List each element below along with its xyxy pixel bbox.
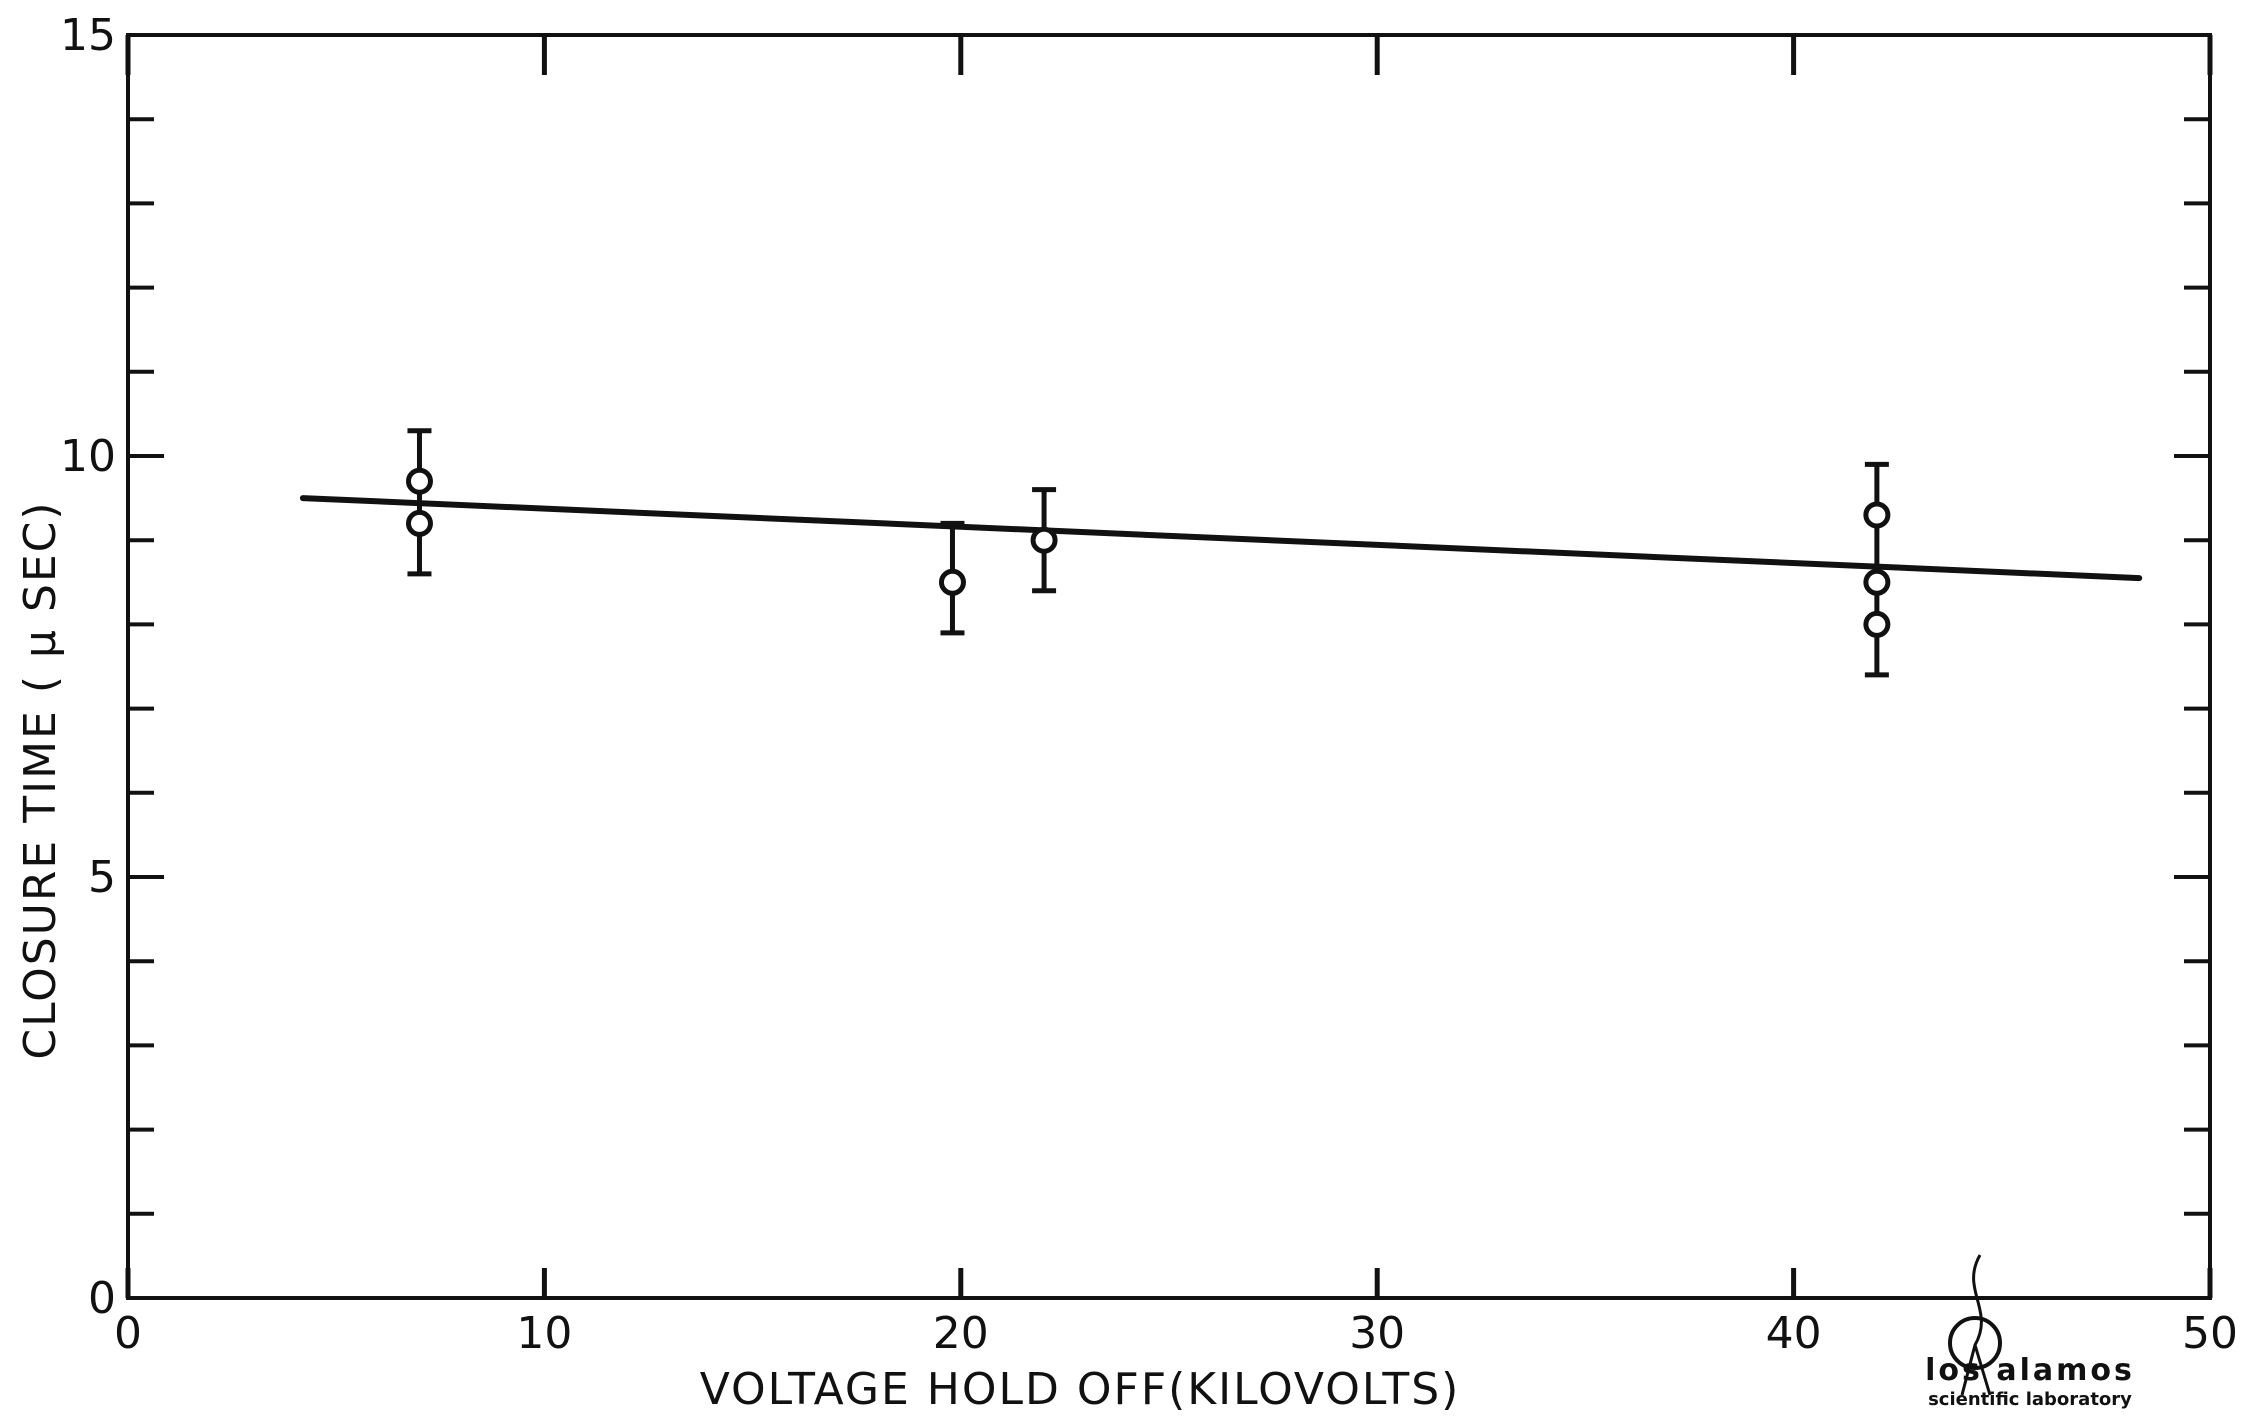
fit-line-group bbox=[299, 495, 2143, 582]
data-point bbox=[1030, 526, 1058, 554]
data-point bbox=[405, 509, 433, 537]
error-bars bbox=[407, 428, 1889, 678]
logo-emblem bbox=[1948, 1316, 2002, 1370]
data-point bbox=[1863, 501, 1891, 529]
fit-line bbox=[299, 495, 2143, 582]
y-axis-title: CLOSURE TIME ( μ SEC) bbox=[15, 500, 66, 1059]
los-alamos-logo: los alamos scientific laboratory bbox=[1925, 1254, 2135, 1410]
x-tick-label: 20 bbox=[933, 1308, 989, 1359]
y-tick-label: 10 bbox=[60, 431, 116, 482]
logo-title: los alamos bbox=[1925, 1353, 2135, 1388]
y-tick-label: 0 bbox=[88, 1273, 116, 1324]
data-point bbox=[405, 467, 433, 495]
logo-subtitle: scientific laboratory bbox=[1928, 1389, 2132, 1410]
x-tick-label: 40 bbox=[1766, 1308, 1822, 1359]
data-point bbox=[938, 568, 966, 596]
tick-labels: 0 10 20 30 40 50 0 5 10 15 bbox=[60, 10, 2238, 1359]
data-points bbox=[405, 467, 1891, 638]
x-tick-label: 30 bbox=[1349, 1308, 1405, 1359]
plot-frame bbox=[126, 33, 2212, 1300]
data-point bbox=[1863, 610, 1891, 638]
x-tick-label: 50 bbox=[2182, 1308, 2238, 1359]
x-tick-label: 10 bbox=[516, 1308, 572, 1359]
data-point bbox=[1863, 568, 1891, 596]
x-tick-label: 0 bbox=[114, 1308, 142, 1359]
axis-ticks bbox=[125, 33, 2213, 1300]
y-tick-label: 15 bbox=[60, 10, 116, 61]
y-tick-label: 5 bbox=[88, 852, 116, 903]
logo-emblem-figure bbox=[1960, 1254, 1992, 1396]
error-bar bbox=[407, 428, 432, 577]
x-axis-title: VOLTAGE HOLD OFF(KILOVOLTS) bbox=[700, 1364, 1461, 1415]
plot-border bbox=[126, 33, 2212, 1300]
